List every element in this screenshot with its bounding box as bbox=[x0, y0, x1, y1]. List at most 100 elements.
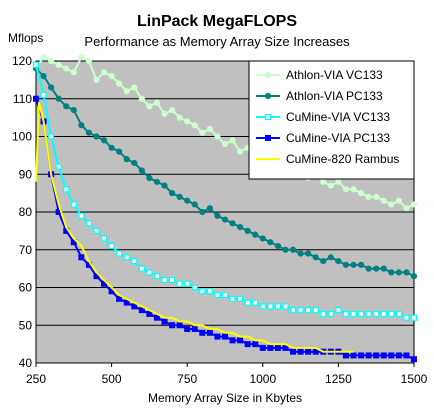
data-point bbox=[40, 54, 47, 61]
data-point bbox=[282, 246, 289, 253]
data-point bbox=[168, 106, 176, 114]
data-point bbox=[63, 186, 70, 193]
data-point bbox=[146, 310, 153, 317]
data-point bbox=[85, 57, 93, 65]
data-point bbox=[259, 303, 266, 310]
x-tick-label: 1500 bbox=[401, 372, 428, 386]
data-point bbox=[373, 193, 380, 200]
chart-title: LinPack MegaFLOPS bbox=[137, 13, 297, 30]
y-tick-label: 90 bbox=[19, 167, 33, 181]
data-point bbox=[138, 307, 145, 314]
y-tick-label: 100 bbox=[12, 130, 32, 144]
data-point bbox=[93, 227, 100, 234]
data-point bbox=[169, 322, 176, 329]
legend-item: CuMine-VIA PC133 bbox=[256, 131, 390, 145]
data-point bbox=[221, 216, 229, 223]
data-point bbox=[199, 329, 206, 336]
data-point bbox=[153, 178, 161, 185]
data-point bbox=[320, 257, 327, 265]
legend-marker bbox=[265, 135, 271, 141]
data-point bbox=[365, 352, 372, 359]
data-point bbox=[380, 197, 387, 204]
legend-label: CuMine-VIA PC133 bbox=[286, 131, 390, 145]
data-point bbox=[191, 326, 198, 333]
data-point bbox=[395, 352, 402, 359]
legend-item: CuMine-VIA VC133 bbox=[256, 110, 390, 124]
data-point bbox=[214, 291, 221, 299]
legend-label: Athlon-VIA PC133 bbox=[286, 89, 383, 103]
data-point bbox=[153, 99, 161, 106]
data-point bbox=[395, 310, 402, 318]
data-point bbox=[320, 178, 327, 185]
data-point bbox=[191, 122, 198, 129]
data-point bbox=[123, 156, 130, 163]
data-point bbox=[244, 341, 251, 348]
data-point bbox=[78, 122, 85, 129]
series-line bbox=[35, 102, 354, 353]
data-point bbox=[70, 106, 77, 114]
data-point bbox=[40, 91, 47, 99]
y-tick-label: 80 bbox=[19, 205, 33, 219]
data-point bbox=[297, 250, 304, 257]
data-point bbox=[395, 197, 402, 204]
data-point bbox=[138, 265, 145, 272]
data-point bbox=[411, 356, 417, 363]
data-point bbox=[78, 212, 85, 219]
legend-item: Athlon-VIA VC133 bbox=[256, 68, 383, 82]
legend-marker bbox=[264, 113, 272, 121]
data-point bbox=[282, 303, 289, 310]
data-point bbox=[335, 178, 342, 185]
data-point bbox=[168, 190, 176, 197]
legend-marker bbox=[264, 92, 272, 100]
data-point bbox=[191, 201, 198, 208]
data-point bbox=[70, 201, 77, 208]
data-point bbox=[244, 299, 251, 306]
y-axis-label: Mflops bbox=[8, 31, 43, 45]
data-point bbox=[70, 69, 77, 76]
data-point bbox=[184, 280, 191, 287]
x-axis-label: Memory Array Size in Kbytes bbox=[148, 391, 302, 405]
data-point bbox=[410, 273, 418, 280]
data-point bbox=[100, 137, 108, 144]
data-point bbox=[252, 299, 259, 306]
data-point bbox=[252, 341, 259, 348]
data-point bbox=[373, 352, 380, 359]
data-point bbox=[229, 295, 236, 302]
data-point bbox=[388, 310, 395, 318]
data-point bbox=[55, 163, 62, 170]
data-point bbox=[259, 235, 266, 242]
data-point bbox=[184, 197, 191, 204]
data-point bbox=[206, 125, 213, 133]
data-point bbox=[229, 137, 236, 144]
data-point bbox=[380, 265, 387, 272]
data-point bbox=[138, 167, 145, 174]
data-point bbox=[123, 254, 130, 261]
data-point bbox=[63, 65, 70, 72]
data-point bbox=[380, 310, 387, 318]
data-point bbox=[116, 250, 123, 257]
data-point bbox=[123, 299, 130, 306]
data-point bbox=[237, 295, 244, 302]
data-point bbox=[176, 193, 183, 200]
data-point bbox=[312, 307, 319, 314]
data-point bbox=[176, 322, 183, 329]
data-point bbox=[312, 254, 319, 261]
data-point bbox=[350, 310, 357, 318]
data-point bbox=[48, 57, 55, 65]
data-point bbox=[350, 261, 357, 268]
x-tick-label: 750 bbox=[177, 372, 197, 386]
data-point bbox=[131, 257, 138, 265]
data-point bbox=[116, 148, 123, 155]
data-point bbox=[274, 344, 281, 351]
data-point bbox=[297, 348, 304, 355]
data-point bbox=[237, 148, 244, 155]
data-point bbox=[388, 201, 395, 208]
data-point bbox=[116, 295, 123, 302]
legend-item: Athlon-VIA PC133 bbox=[256, 89, 383, 103]
data-point bbox=[161, 110, 168, 117]
legend-label: Athlon-VIA VC133 bbox=[286, 68, 383, 82]
data-point bbox=[153, 314, 160, 321]
data-point bbox=[365, 265, 372, 272]
data-point bbox=[395, 269, 402, 276]
data-point bbox=[100, 69, 108, 76]
